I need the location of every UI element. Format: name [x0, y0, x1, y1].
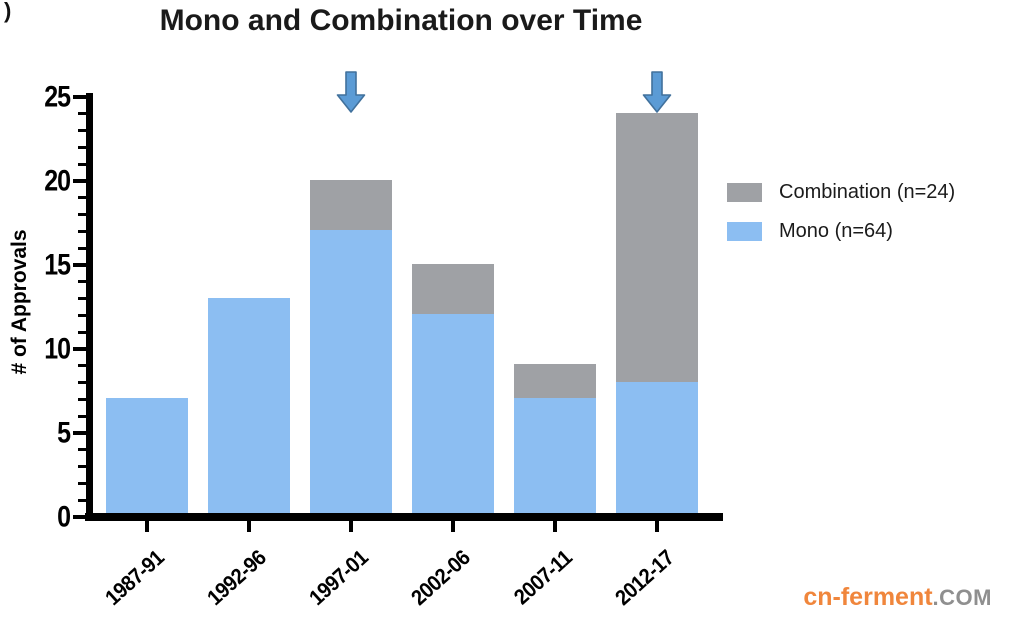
- x-category-label: 1987-91: [101, 546, 169, 611]
- down-arrow-icon: [642, 71, 672, 113]
- bar-combination-2002-06: [412, 264, 494, 314]
- y-minor-tick: [78, 129, 86, 133]
- y-minor-tick: [78, 364, 86, 368]
- y-tick-label: 10: [44, 332, 71, 366]
- y-major-tick: [73, 515, 86, 519]
- y-minor-tick: [78, 330, 86, 334]
- x-tick: [553, 521, 557, 532]
- y-minor-tick: [78, 448, 86, 452]
- watermark-brand: cn-ferment: [803, 583, 933, 611]
- legend: Combination (n=24) Mono (n=64): [727, 181, 956, 242]
- y-minor-tick: [78, 465, 86, 469]
- y-minor-tick: [78, 297, 86, 301]
- x-tick: [655, 521, 659, 532]
- legend-item-mono: Mono (n=64): [727, 220, 955, 242]
- legend-label-mono: Mono (n=64): [779, 220, 893, 242]
- x-axis-line: [85, 513, 723, 521]
- y-minor-tick: [78, 162, 86, 166]
- y-minor-tick: [78, 498, 86, 502]
- y-minor-tick: [78, 381, 86, 385]
- y-tick-label: 20: [44, 164, 71, 198]
- x-category-label: 2007-11: [509, 546, 577, 610]
- y-major-tick: [73, 263, 86, 267]
- x-tick: [145, 521, 149, 532]
- x-category-label: 2012-17: [611, 546, 679, 611]
- bar-mono-1997-01: [310, 230, 392, 516]
- legend-swatch-combination: [727, 183, 762, 202]
- bar-mono-2012-17: [616, 382, 698, 516]
- x-tick: [451, 521, 455, 532]
- y-major-tick: [73, 347, 86, 351]
- y-minor-tick: [78, 229, 86, 233]
- x-tick: [247, 521, 251, 532]
- y-minor-tick: [78, 414, 86, 418]
- bar-combination-2007-11: [514, 364, 596, 398]
- bar-mono-1992-96: [208, 298, 290, 516]
- bar-mono-2007-11: [514, 398, 596, 516]
- y-minor-tick: [78, 145, 86, 149]
- y-minor-tick: [78, 280, 86, 284]
- corner-mark: ): [4, 0, 12, 23]
- y-tick-label: 15: [44, 248, 71, 282]
- y-tick-label: 5: [57, 416, 71, 450]
- x-category-label: 1992-96: [203, 546, 271, 611]
- bar-combination-1997-01: [310, 180, 392, 230]
- legend-label-combination: Combination (n=24): [779, 181, 956, 203]
- x-category-label: 2002-06: [407, 546, 475, 611]
- y-minor-tick: [78, 481, 86, 485]
- y-axis-line: [86, 93, 93, 521]
- chart-title: Mono and Combination over Time: [159, 4, 643, 37]
- bar-combination-2012-17: [616, 113, 698, 382]
- bar-mono-2002-06: [412, 314, 494, 516]
- y-minor-tick: [78, 246, 86, 250]
- legend-swatch-mono: [727, 222, 762, 241]
- x-category-label: 1997-01: [305, 546, 373, 611]
- y-tick-label: 0: [57, 500, 71, 534]
- y-major-tick: [73, 179, 86, 183]
- y-minor-tick: [78, 213, 86, 217]
- legend-item-combination: Combination (n=24): [727, 181, 956, 203]
- watermark: cn-ferment.COM: [803, 583, 992, 612]
- bar-mono-1987-91: [106, 398, 188, 516]
- y-minor-tick: [78, 313, 86, 317]
- y-minor-tick: [78, 196, 86, 200]
- y-minor-tick: [78, 112, 86, 116]
- x-tick: [349, 521, 353, 532]
- watermark-suffix: .COM: [932, 585, 992, 610]
- y-major-tick: [73, 431, 86, 435]
- y-major-tick: [73, 95, 86, 99]
- y-tick-label: 25: [44, 80, 71, 114]
- down-arrow-icon: [336, 71, 366, 113]
- y-minor-tick: [78, 397, 86, 401]
